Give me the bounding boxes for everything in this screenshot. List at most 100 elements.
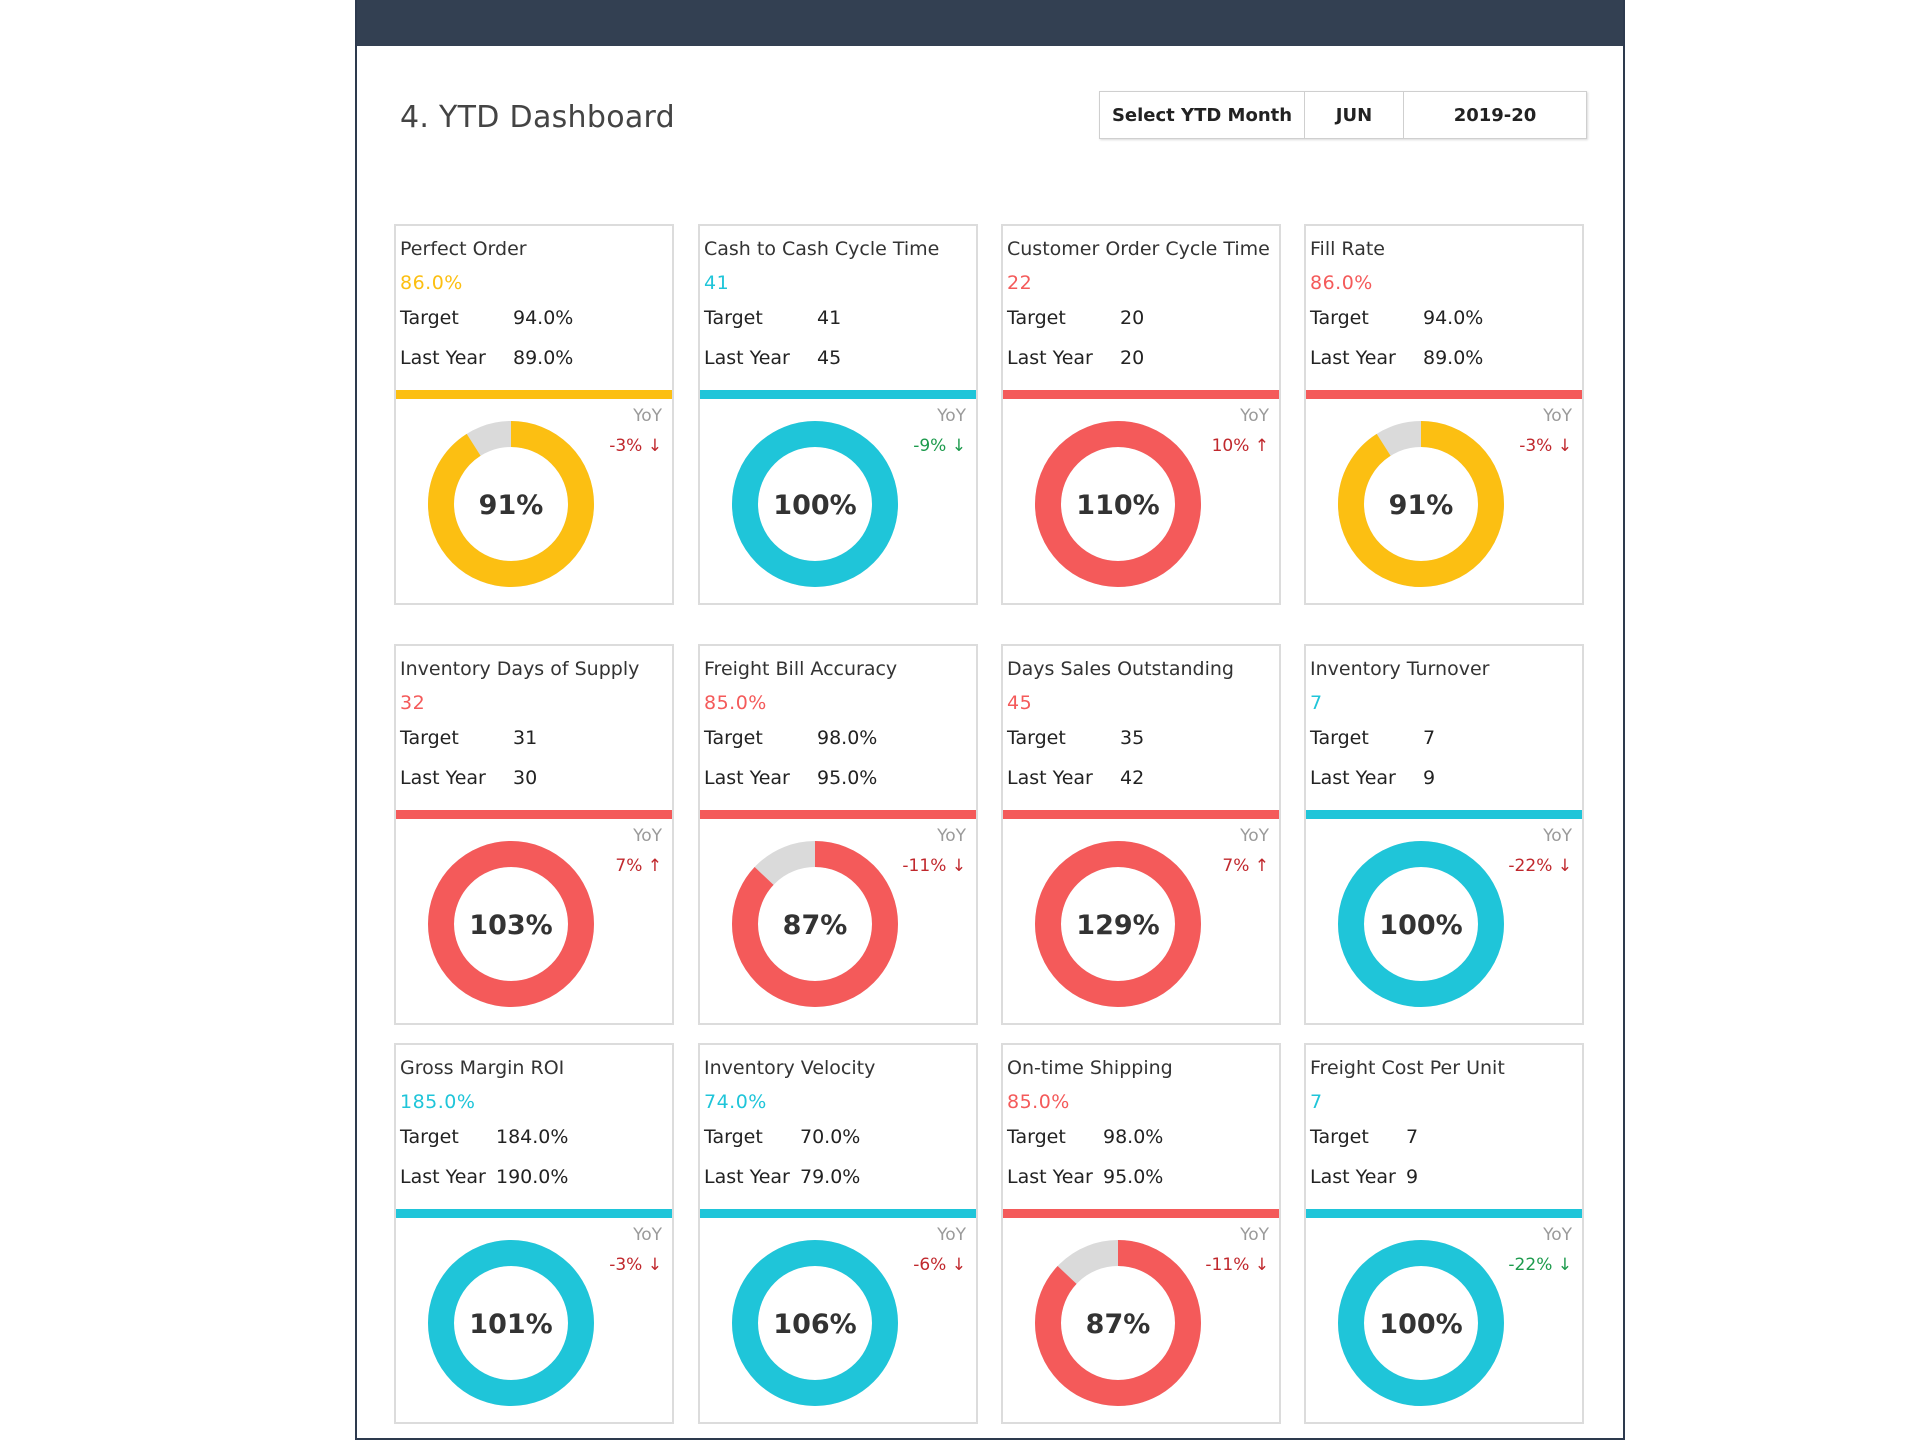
kpi-value: 185.0% [400, 1091, 476, 1113]
yoy-label: YoY [937, 406, 966, 426]
last-year-value: 42 [1120, 767, 1145, 789]
yoy-label: YoY [633, 826, 662, 846]
last-year-value: 89.0% [1423, 347, 1484, 369]
kpi-value: 41 [704, 272, 730, 294]
kpi-value: 85.0% [1007, 1091, 1070, 1113]
status-bar [700, 810, 976, 819]
target-label: Target [704, 1126, 763, 1148]
kpi-value: 7 [1310, 692, 1323, 714]
donut-fill [1338, 1240, 1504, 1406]
last-year-label: Last Year [704, 347, 790, 369]
yoy-change: -22% ↓ [1508, 856, 1572, 876]
status-bar [1306, 1209, 1582, 1218]
kpi-value: 7 [1310, 1091, 1323, 1113]
target-label: Target [1007, 1126, 1066, 1148]
kpi-donut-chart: 91% [1338, 421, 1504, 587]
kpi-card: Perfect Order 86.0% Target 94.0% Last Year 89… [394, 224, 674, 605]
yoy-label: YoY [1240, 1225, 1269, 1245]
yoy-change: -3% ↓ [609, 1255, 662, 1275]
yoy-change: -6% ↓ [913, 1255, 966, 1275]
kpi-donut-chart: 87% [1035, 1240, 1201, 1406]
last-year-label: Last Year [1310, 767, 1396, 789]
target-value: 94.0% [1423, 307, 1484, 329]
kpi-donut-chart: 103% [428, 841, 594, 1007]
kpi-name: Cash to Cash Cycle Time [704, 238, 940, 260]
status-bar [396, 390, 672, 399]
target-value: 70.0% [800, 1126, 861, 1148]
status-bar [396, 1209, 672, 1218]
donut-fill [1338, 421, 1504, 587]
target-label: Target [1310, 307, 1369, 329]
ytd-month-selector: Select YTD Month JUN 2019-20 [1099, 91, 1587, 139]
target-value: 7 [1423, 727, 1436, 749]
yoy-change: -11% ↓ [1205, 1255, 1269, 1275]
donut-fill [1035, 421, 1201, 587]
kpi-name: Inventory Turnover [1310, 658, 1490, 680]
status-bar [700, 1209, 976, 1218]
last-year-label: Last Year [704, 767, 790, 789]
target-label: Target [704, 307, 763, 329]
last-year-value: 20 [1120, 347, 1145, 369]
top-banner [357, 0, 1623, 46]
kpi-value: 74.0% [704, 1091, 767, 1113]
target-label: Target [400, 727, 459, 749]
yoy-change: 7% ↑ [1222, 856, 1269, 876]
kpi-card: On-time Shipping 85.0% Target 98.0% Last Yea… [1001, 1043, 1281, 1424]
status-bar [700, 390, 976, 399]
kpi-card: Freight Cost Per Unit 7 Target 7 Last Year 9 Y… [1304, 1043, 1584, 1424]
last-year-value: 9 [1406, 1166, 1419, 1188]
kpi-name: Inventory Velocity [704, 1057, 876, 1079]
donut-percent-label: 101% [469, 1309, 552, 1340]
kpi-value: 32 [400, 692, 426, 714]
yoy-label: YoY [1543, 406, 1572, 426]
donut-percent-label: 100% [1379, 1309, 1462, 1340]
kpi-donut-chart: 129% [1035, 841, 1201, 1007]
page-title: 4. YTD Dashboard [400, 100, 676, 135]
kpi-value: 85.0% [704, 692, 767, 714]
last-year-label: Last Year [704, 1166, 790, 1188]
status-bar [1003, 810, 1279, 819]
kpi-name: Fill Rate [1310, 238, 1385, 260]
donut-fill [1035, 1240, 1201, 1406]
kpi-donut-chart: 101% [428, 1240, 594, 1406]
donut-fill [732, 841, 898, 1007]
yoy-label: YoY [1240, 406, 1269, 426]
target-value: 20 [1120, 307, 1145, 329]
donut-percent-label: 87% [1086, 1309, 1151, 1340]
donut-percent-label: 100% [1379, 910, 1462, 941]
target-value: 184.0% [496, 1126, 569, 1148]
target-value: 31 [513, 727, 538, 749]
last-year-value: 95.0% [1103, 1166, 1164, 1188]
kpi-card: Gross Margin ROI 185.0% Target 184.0% Last Y… [394, 1043, 674, 1424]
kpi-card: Inventory Turnover 7 Target 7 Last Year 9 YoY -… [1304, 644, 1584, 1025]
target-value: 35 [1120, 727, 1145, 749]
donut-fill [1338, 841, 1504, 1007]
kpi-donut-chart: 100% [1338, 841, 1504, 1007]
last-year-label: Last Year [1310, 1166, 1396, 1188]
status-bar [1306, 390, 1582, 399]
last-year-value: 79.0% [800, 1166, 861, 1188]
yoy-label: YoY [1240, 826, 1269, 846]
target-label: Target [400, 1126, 459, 1148]
target-label: Target [1007, 727, 1066, 749]
kpi-name: Customer Order Cycle Time [1007, 238, 1270, 260]
month-select[interactable]: JUN [1305, 92, 1404, 138]
kpi-donut-chart: 87% [732, 841, 898, 1007]
yoy-label: YoY [1543, 1225, 1572, 1245]
kpi-value: 22 [1007, 272, 1033, 294]
donut-percent-label: 110% [1076, 490, 1159, 521]
last-year-value: 190.0% [496, 1166, 569, 1188]
kpi-name: Gross Margin ROI [400, 1057, 565, 1079]
last-year-label: Last Year [400, 767, 486, 789]
year-select[interactable]: 2019-20 [1453, 104, 1537, 126]
last-year-label: Last Year [1310, 347, 1396, 369]
status-bar [1003, 390, 1279, 399]
yoy-change: -9% ↓ [913, 436, 966, 456]
target-value: 41 [817, 307, 842, 329]
target-value: 98.0% [1103, 1126, 1164, 1148]
target-label: Target [400, 307, 459, 329]
yoy-label: YoY [937, 826, 966, 846]
kpi-card: Inventory Velocity 74.0% Target 70.0% Last Y… [698, 1043, 978, 1424]
kpi-card: Cash to Cash Cycle Time 41 Target 41 Last Ye… [698, 224, 978, 605]
yoy-change: -11% ↓ [902, 856, 966, 876]
